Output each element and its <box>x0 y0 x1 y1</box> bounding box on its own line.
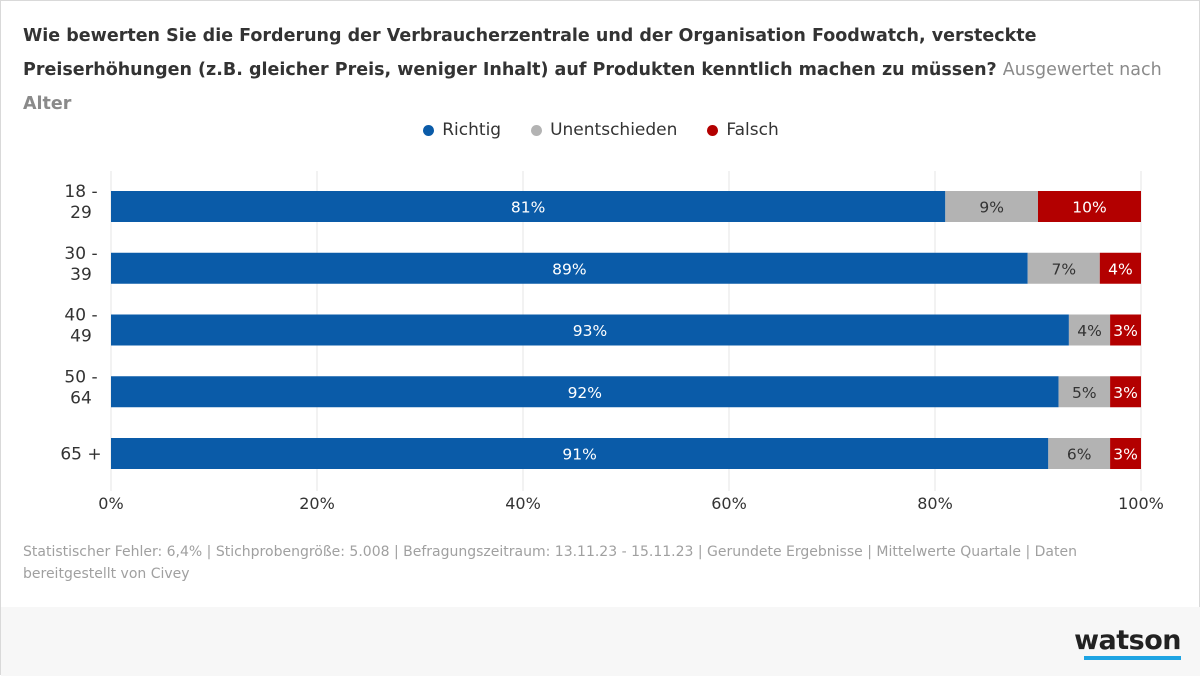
category-label: 50 - <box>64 367 97 387</box>
bar-unentschieden <box>1048 438 1111 469</box>
category-label: 29 <box>70 203 92 223</box>
legend-label: Richtig <box>442 120 502 140</box>
legend-label: Unentschieden <box>550 120 678 140</box>
data-label: 92% <box>568 384 602 402</box>
x-tick-label: 0% <box>98 494 123 513</box>
data-label: 6% <box>1067 446 1092 464</box>
data-label: 7% <box>1051 260 1076 278</box>
category-label: 39 <box>70 265 92 285</box>
chart-footnote: Statistischer Fehler: 6,4% | Stichproben… <box>23 544 1077 582</box>
data-label: 9% <box>979 199 1004 217</box>
chart-title-main: Wie bewerten Sie die Forderung der Verbr… <box>23 26 1037 80</box>
x-tick-label: 20% <box>299 494 335 513</box>
category-label: 49 <box>70 327 92 347</box>
legend-dot-richtig <box>423 124 435 136</box>
category-label: 30 - <box>64 244 97 264</box>
logo-underline <box>1084 656 1181 660</box>
bar-richtig <box>111 376 1059 408</box>
category-label: 40 - <box>64 306 97 326</box>
bar-unentschieden <box>1068 314 1111 346</box>
x-tick-label: 60% <box>711 494 747 513</box>
category-label: 65 + <box>60 445 101 465</box>
bar-richtig <box>111 314 1069 346</box>
watson-logo[interactable]: watson <box>1074 625 1181 656</box>
data-label: 81% <box>511 199 545 217</box>
category-label: 18 - <box>64 182 97 202</box>
bar-falsch <box>1110 314 1141 346</box>
chart-subtitle: Ausgewertet nach Alter <box>23 60 1162 114</box>
legend-dot-unentschieden <box>531 124 543 136</box>
data-label: 93% <box>573 322 607 340</box>
x-tick-label: 40% <box>505 494 541 513</box>
stacked-bar-chart: 0% 20% 40% 60% 80% 100% 81% 9% 10% 18 -29 89% 7% 4% 3… <box>60 171 1164 513</box>
legend-item-unentschieden[interactable]: Unentschieden <box>531 120 677 140</box>
data-label: 3% <box>1113 322 1138 340</box>
bar-falsch <box>1110 376 1141 408</box>
x-tick-label: 100% <box>1118 494 1164 513</box>
data-label: 4% <box>1108 260 1133 278</box>
bar-falsch <box>1110 438 1141 469</box>
x-tick-label: 80% <box>917 494 953 513</box>
data-label: 3% <box>1113 446 1138 464</box>
legend-item-richtig[interactable]: Richtig <box>423 120 501 140</box>
data-label: 4% <box>1077 322 1102 340</box>
legend-label: Falsch <box>726 120 779 140</box>
bar-richtig <box>111 191 946 222</box>
data-label: 5% <box>1072 384 1097 402</box>
bar-unentschieden <box>945 191 1038 222</box>
page-footer: watson <box>1 607 1200 676</box>
chart-title: Wie bewerten Sie die Forderung der Verbr… <box>23 19 1173 121</box>
data-label: 89% <box>552 260 586 278</box>
bar-falsch <box>1038 191 1141 222</box>
chart-legend: Richtig Unentschieden Falsch <box>1 120 1200 140</box>
data-label: 3% <box>1113 384 1138 402</box>
category-label: 64 <box>70 388 92 408</box>
legend-item-falsch[interactable]: Falsch <box>707 120 779 140</box>
legend-dot-falsch <box>707 124 719 136</box>
bar-richtig <box>111 438 1049 469</box>
chart-subtitle-prefix: Ausgewertet nach <box>1002 60 1162 80</box>
chart-subtitle-key: Alter <box>23 94 72 114</box>
bar-unentschieden <box>1058 376 1111 408</box>
data-label: 91% <box>562 446 596 464</box>
bar-unentschieden <box>1027 252 1100 284</box>
data-label: 10% <box>1072 199 1106 217</box>
bar-falsch <box>1099 252 1141 284</box>
bar-richtig <box>111 252 1028 284</box>
